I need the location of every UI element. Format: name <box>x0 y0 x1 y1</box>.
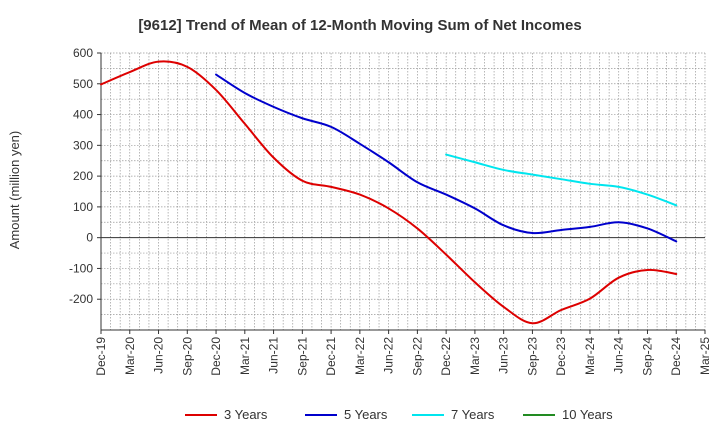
y-axis-label: Amount (million yen) <box>7 131 22 250</box>
chart-title: [9612] Trend of Mean of 12-Month Moving … <box>138 17 581 34</box>
legend-label-5-years: 5 Years <box>344 407 388 422</box>
x-tick-label: Mar-25 <box>698 337 712 375</box>
plot-area: 600 500 400 300 200 100 0 -100 -200 Dec-19 Mar-20 J… <box>69 46 712 376</box>
x-tick-label: Mar-20 <box>123 337 137 375</box>
plot-background <box>101 53 705 330</box>
x-tick-label: Sep-20 <box>180 337 194 376</box>
legend-label-3-years: 3 Years <box>224 407 268 422</box>
y-tick-label: 300 <box>73 138 93 152</box>
x-tick-label: Jun-22 <box>382 337 396 374</box>
x-tick-label: Dec-22 <box>439 337 453 376</box>
x-tick-label: Mar-22 <box>353 337 367 375</box>
x-tick-label: Dec-24 <box>669 337 683 376</box>
x-tick-label: Mar-24 <box>583 337 597 375</box>
y-tick-label: -100 <box>69 261 93 275</box>
x-tick-label: Jun-21 <box>267 337 281 374</box>
x-tick-label: Jun-24 <box>612 337 626 374</box>
y-tick-label: 200 <box>73 169 93 183</box>
y-tick-label: -200 <box>69 292 93 306</box>
legend-label-7-years: 7 Years <box>451 407 495 422</box>
series-line-3-years <box>100 60 678 325</box>
x-tick-label: Mar-23 <box>468 337 482 375</box>
x-tick-label: Sep-23 <box>525 337 539 376</box>
x-tick-label: Sep-22 <box>410 337 424 376</box>
y-tick-label: 100 <box>73 200 93 214</box>
y-tick-label: 0 <box>86 231 93 245</box>
x-tick-label: Sep-21 <box>295 337 309 376</box>
x-tick-label: Dec-20 <box>209 337 223 376</box>
series-line-7-years <box>445 153 678 207</box>
x-tick-label: Dec-19 <box>94 337 108 376</box>
legend-label-10-years: 10 Years <box>562 407 613 422</box>
y-tick-label: 500 <box>73 77 93 91</box>
x-tick-label: Jun-23 <box>497 337 511 374</box>
x-tick-label: Dec-21 <box>324 337 338 376</box>
series-line-5-years <box>215 73 678 243</box>
x-tick-label: Sep-24 <box>640 337 654 376</box>
y-tick-label: 600 <box>73 46 93 60</box>
y-tick-label: 400 <box>73 108 93 122</box>
x-tick-label: Dec-23 <box>554 337 568 376</box>
legend: 3 Years 5 Years 7 Years 10 Years <box>185 407 613 422</box>
x-tick-label: Mar-21 <box>238 337 252 375</box>
x-tick-label: Jun-20 <box>152 337 166 374</box>
